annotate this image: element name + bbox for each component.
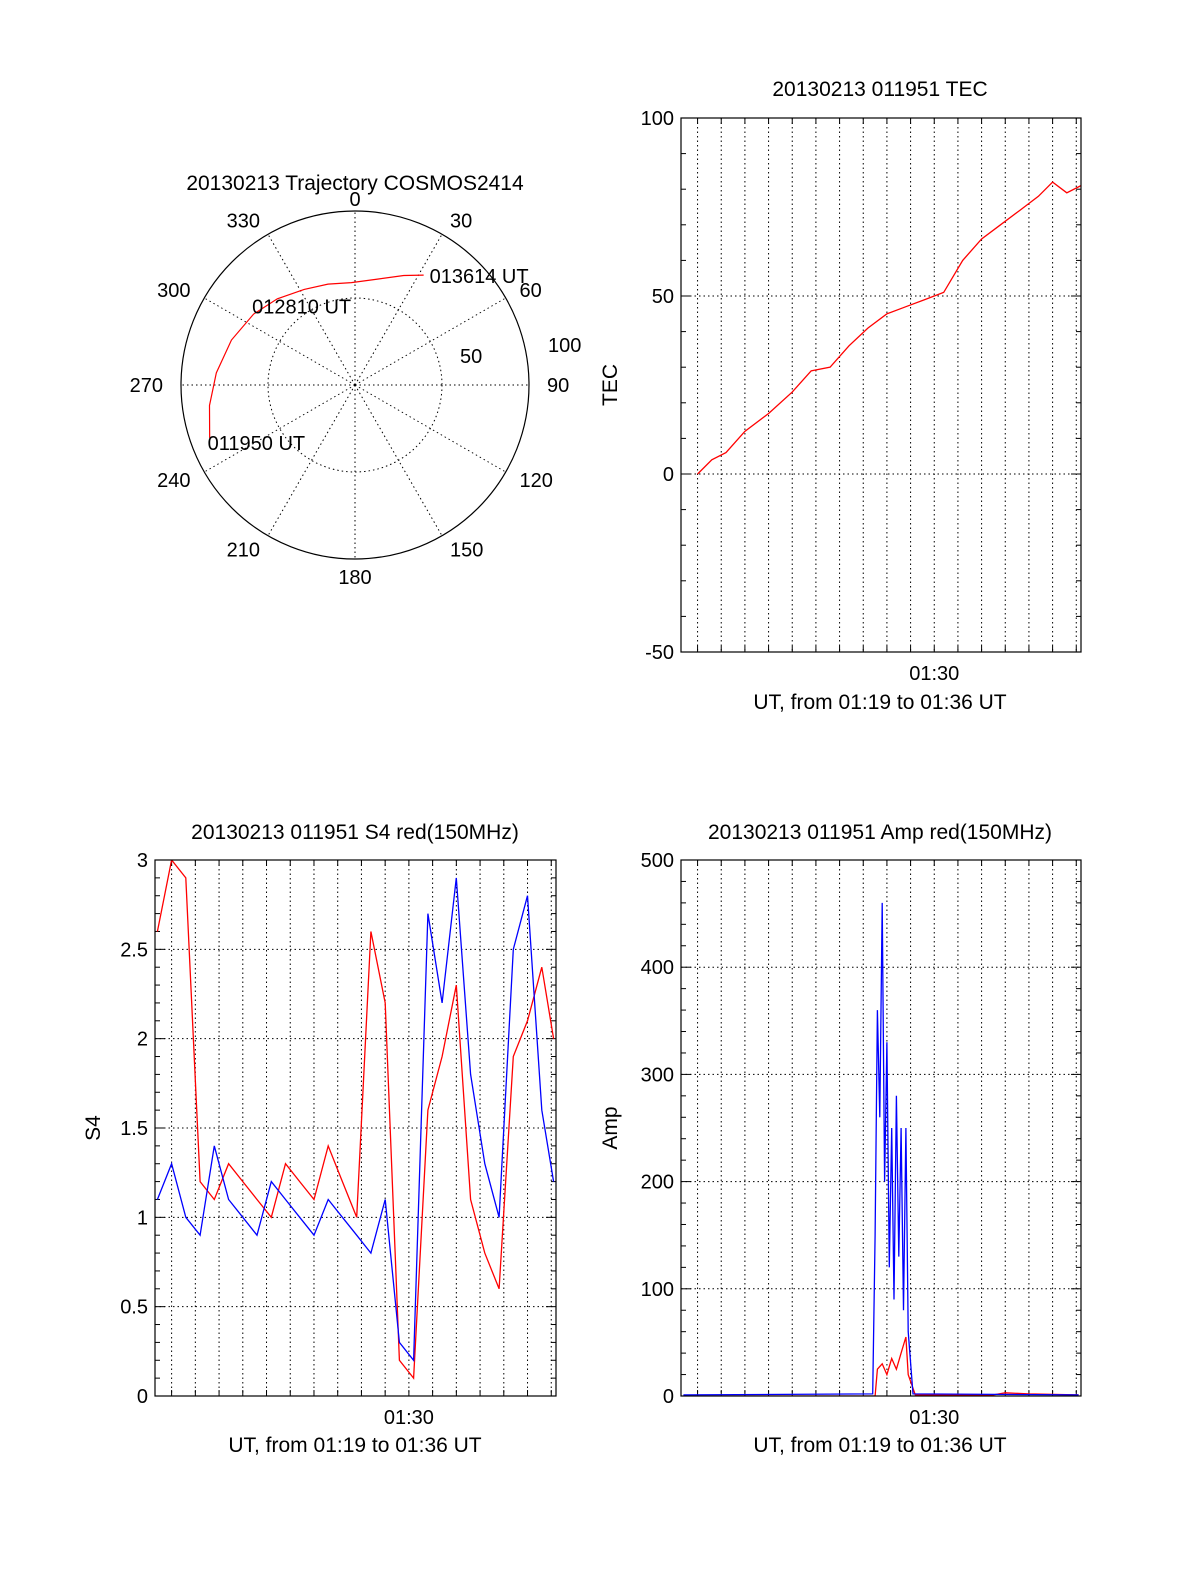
- polar-azimuth-label: 30: [450, 210, 472, 232]
- polar-azimuth-label: 300: [157, 280, 190, 302]
- y-tick-label: 500: [641, 850, 674, 872]
- tec-xlabel: UT, from 01:19 to 01:36 UT: [753, 691, 1006, 714]
- y-tick-label: 300: [641, 1064, 674, 1086]
- polar-azimuth-label: 330: [227, 210, 260, 232]
- polar-spoke: [354, 384, 506, 473]
- y-tick-label: 0: [137, 1386, 148, 1408]
- polar-radial-label: 50: [460, 346, 482, 368]
- polar-title: 20130213 Trajectory COSMOS2414: [186, 172, 524, 195]
- polar-radial-label: 100: [548, 335, 581, 357]
- y-tick-label: 200: [641, 1172, 674, 1194]
- series-line-2: [156, 877, 555, 1363]
- polar-spoke: [267, 234, 356, 386]
- tec-title: 20130213 011951 TEC: [772, 78, 987, 101]
- polar-azimuth-label: 270: [130, 375, 163, 397]
- s4-title: 20130213 011951 S4 red(150MHz): [191, 821, 519, 844]
- y-tick-label: 0.5: [120, 1297, 148, 1319]
- polar-azimuth-label: 60: [520, 280, 542, 302]
- plot-frame: [154, 859, 557, 1397]
- polar-horizon-circle: [180, 210, 530, 560]
- y-tick-label: 100: [641, 1279, 674, 1301]
- series-line-1: [697, 181, 1081, 475]
- polar-azimuth-label: 120: [520, 470, 553, 492]
- polar-time-annotation: 011950 UT: [208, 433, 305, 455]
- polar-track-line: [208, 274, 424, 438]
- series-line-1: [156, 860, 555, 1380]
- y-tick-label: 1: [137, 1207, 148, 1229]
- polar-grid: [180, 210, 530, 560]
- polar-azimuth-label: 150: [450, 540, 483, 562]
- x-tick-label: 01:30: [384, 1407, 434, 1429]
- polar-trajectory-panel: 20130213 Trajectory COSMOS2414 0 30 60 90 12…: [130, 172, 582, 589]
- s4-panel: 20130213 011951 S4 red(150MHz) UT, from …: [82, 821, 557, 1457]
- polar-track: [208, 274, 424, 438]
- polar-azimuth-label: 180: [338, 567, 371, 589]
- y-tick-label: 3: [137, 850, 148, 872]
- polar-azimuth-label: 90: [547, 375, 569, 397]
- polar-azimuth-label: 210: [227, 540, 260, 562]
- x-tick-label: 01:30: [909, 1407, 959, 1429]
- polar-azimuth-label: 240: [157, 470, 190, 492]
- y-tick-label: 2.5: [120, 939, 148, 961]
- plot-frame: [680, 859, 1082, 1397]
- polar-azimuth-label: 0: [349, 189, 360, 211]
- polar-spoke: [354, 384, 443, 536]
- y-tick-label: 0: [663, 464, 674, 486]
- series-line-1: [683, 1336, 1079, 1396]
- polar-spoke: [354, 234, 443, 386]
- amp-title: 20130213 011951 Amp red(150MHz): [708, 821, 1052, 844]
- polar-labels: 0 30 60 90 120 150 180 210 240 270 300 330 50 100 0119…: [130, 189, 582, 589]
- polar-spoke: [204, 297, 356, 386]
- y-tick-label: 100: [641, 108, 674, 130]
- y-tick-label: 1.5: [120, 1118, 148, 1140]
- y-tick-label: 2: [137, 1029, 148, 1051]
- y-tick-label: 0: [663, 1386, 674, 1408]
- s4-xlabel: UT, from 01:19 to 01:36 UT: [228, 1434, 481, 1457]
- y-tick-label: 400: [641, 957, 674, 979]
- y-tick-label: 50: [652, 286, 674, 308]
- s4-ylabel: S4: [82, 1115, 105, 1141]
- y-tick-label: -50: [645, 642, 674, 664]
- amp-xlabel: UT, from 01:19 to 01:36 UT: [753, 1434, 1006, 1457]
- polar-spoke: [204, 384, 356, 473]
- polar-time-annotation: 013614 UT: [430, 266, 529, 288]
- x-tick-label: 01:30: [909, 663, 959, 685]
- series-line-2: [683, 902, 1079, 1396]
- polar-spoke: [354, 297, 506, 386]
- polar-spoke: [267, 384, 356, 536]
- tec-panel: 20130213 011951 TEC UT, from 01:19 to 01…: [599, 78, 1082, 714]
- tec-ylabel: TEC: [599, 364, 622, 406]
- amp-panel: 20130213 011951 Amp red(150MHz) UT, from…: [599, 821, 1082, 1457]
- plot-frame: [680, 117, 1082, 653]
- amp-ylabel: Amp: [599, 1106, 622, 1149]
- polar-time-annotation: 012810 UT: [252, 296, 351, 318]
